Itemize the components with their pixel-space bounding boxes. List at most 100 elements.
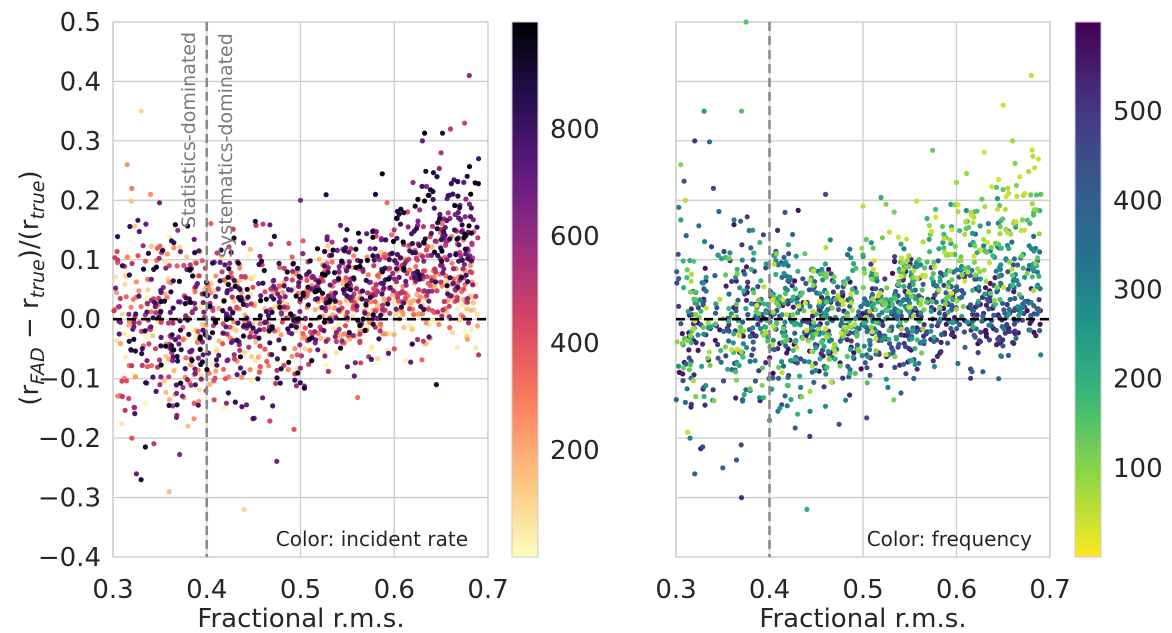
- data-point: [884, 307, 890, 314]
- data-point: [911, 375, 917, 382]
- data-point: [892, 258, 898, 265]
- data-point: [331, 270, 338, 276]
- ylabel-close: ): [15, 170, 45, 180]
- data-point: [435, 309, 441, 315]
- data-point: [867, 347, 873, 353]
- data-point: [748, 245, 754, 251]
- data-point: [129, 363, 135, 369]
- data-point: [374, 288, 380, 295]
- data-point: [413, 226, 419, 232]
- data-point: [958, 254, 964, 260]
- data-point: [954, 267, 960, 273]
- data-point: [781, 333, 787, 339]
- data-point: [126, 338, 132, 344]
- data-point: [445, 291, 451, 297]
- data-point: [859, 353, 865, 359]
- data-point: [843, 328, 850, 335]
- data-point: [735, 297, 741, 303]
- data-point: [873, 271, 879, 277]
- data-point: [765, 338, 771, 344]
- data-point: [870, 245, 876, 251]
- data-point: [804, 327, 810, 333]
- data-point: [713, 301, 719, 307]
- data-point: [133, 311, 139, 317]
- data-point: [127, 223, 133, 230]
- data-point: [464, 336, 471, 342]
- data-point: [365, 272, 371, 278]
- data-point: [1036, 307, 1042, 313]
- data-point: [156, 255, 162, 261]
- data-point: [979, 196, 985, 202]
- data-point: [839, 289, 845, 295]
- data-point: [392, 258, 398, 264]
- data-point: [706, 349, 712, 355]
- data-point: [788, 396, 794, 403]
- data-point: [221, 277, 227, 283]
- data-point: [676, 303, 682, 309]
- x-tick-label: 0.7: [1029, 575, 1070, 605]
- data-point: [781, 270, 787, 277]
- data-point: [425, 280, 431, 287]
- data-point: [913, 329, 920, 335]
- data-point: [832, 296, 839, 302]
- data-point: [1032, 165, 1038, 171]
- data-point: [809, 363, 815, 369]
- data-point: [1015, 304, 1021, 310]
- data-point: [398, 206, 404, 212]
- data-point: [197, 346, 203, 352]
- data-point: [196, 248, 202, 254]
- data-point: [715, 252, 721, 258]
- data-point: [434, 288, 440, 294]
- data-point: [770, 297, 776, 303]
- data-point: [421, 258, 427, 264]
- data-point: [939, 223, 946, 230]
- data-point: [423, 168, 429, 174]
- ylabel-sub2: true: [27, 259, 49, 298]
- data-point: [1031, 233, 1037, 239]
- data-point: [273, 380, 279, 387]
- data-point: [476, 156, 482, 162]
- data-point: [885, 384, 891, 390]
- data-point: [166, 402, 172, 408]
- data-point: [444, 257, 450, 263]
- data-point: [910, 281, 916, 287]
- data-point: [674, 339, 680, 345]
- data-point: [223, 400, 229, 406]
- data-point: [930, 147, 936, 153]
- data-point: [896, 278, 902, 284]
- data-point: [790, 304, 796, 310]
- y-tick-label: 0.4: [60, 67, 101, 97]
- data-point: [926, 236, 932, 242]
- data-point: [379, 171, 385, 177]
- data-point: [239, 374, 245, 380]
- data-point: [464, 173, 470, 179]
- data-point: [1009, 272, 1015, 278]
- data-point: [427, 187, 433, 193]
- data-point: [158, 374, 164, 380]
- data-point: [868, 261, 874, 267]
- data-point: [284, 269, 290, 275]
- data-point: [239, 404, 245, 410]
- data-point: [848, 300, 854, 306]
- data-point: [192, 382, 198, 388]
- data-point: [214, 348, 220, 354]
- data-point: [986, 306, 992, 312]
- data-point: [821, 343, 827, 350]
- data-point: [799, 394, 805, 400]
- annotation-frequency: Color: frequency: [867, 527, 1032, 551]
- data-point: [298, 353, 305, 359]
- data-point: [122, 407, 128, 413]
- data-point: [199, 258, 205, 264]
- data-point: [158, 287, 164, 294]
- data-point: [883, 201, 889, 207]
- data-point: [316, 279, 322, 285]
- data-point: [458, 274, 464, 281]
- data-point: [783, 338, 789, 344]
- data-point: [926, 222, 933, 229]
- data-point: [694, 301, 700, 307]
- data-point: [425, 306, 432, 312]
- data-point: [289, 353, 295, 359]
- data-point: [410, 250, 416, 256]
- data-point: [244, 286, 250, 292]
- data-point: [688, 289, 694, 295]
